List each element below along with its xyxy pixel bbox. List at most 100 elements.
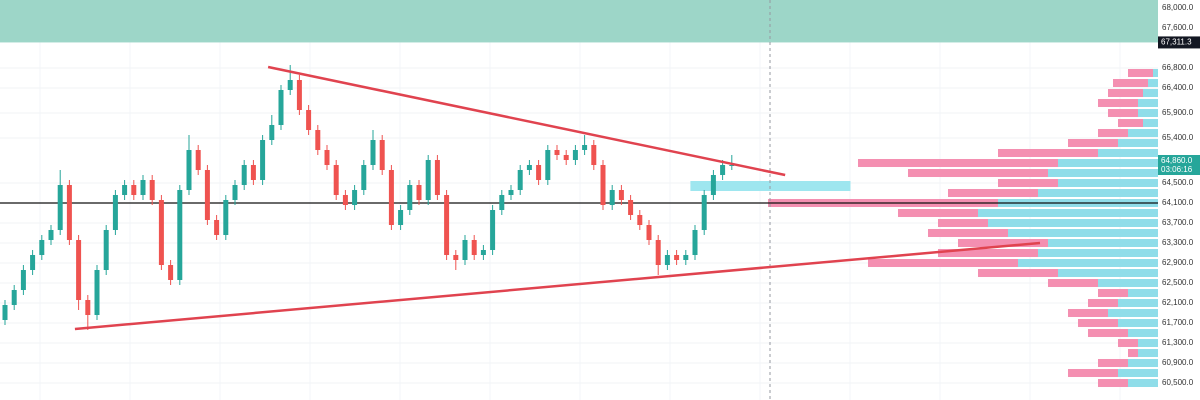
profile-buy xyxy=(1128,289,1158,297)
profile-sell xyxy=(1068,369,1118,377)
profile-sell xyxy=(1113,79,1148,87)
profile-buy xyxy=(1138,349,1158,357)
candle-body xyxy=(646,225,652,240)
candle-body xyxy=(131,185,137,195)
candle-body xyxy=(674,255,680,260)
candle-body xyxy=(57,185,63,230)
candle-body xyxy=(453,255,459,260)
profile-buy xyxy=(1118,369,1158,377)
candle-body xyxy=(186,150,192,190)
candle-body xyxy=(48,230,54,240)
candle-body xyxy=(563,155,569,160)
candle-body xyxy=(388,170,394,225)
candle-body xyxy=(306,110,312,130)
y-tick-label: 68,000.0 xyxy=(1162,3,1194,12)
candle-body xyxy=(416,185,422,200)
candle-body xyxy=(499,195,505,210)
profile-sell xyxy=(958,239,1048,247)
profile-sell xyxy=(948,189,1038,197)
candle-body xyxy=(76,240,82,300)
y-tick-label: 65,900.0 xyxy=(1162,108,1194,117)
candle-body xyxy=(158,200,164,265)
profile-buy xyxy=(1148,79,1158,87)
y-tick-label: 64,500.0 xyxy=(1162,178,1194,187)
candle-body xyxy=(2,305,8,320)
profile-sell xyxy=(1108,109,1138,117)
profile-buy xyxy=(1118,299,1158,307)
candle-body xyxy=(168,265,174,280)
candle-body xyxy=(729,165,735,166)
y-tick-label: 61,700.0 xyxy=(1162,318,1194,327)
profile-sell xyxy=(928,229,1008,237)
y-tick-label: 65,400.0 xyxy=(1162,133,1194,142)
candle-body xyxy=(223,200,229,235)
y-tick-label: 62,900.0 xyxy=(1162,258,1194,267)
profile-buy xyxy=(1143,89,1158,97)
candle-body xyxy=(287,80,293,90)
candle-body xyxy=(526,165,532,170)
profile-buy xyxy=(1118,139,1158,147)
profile-sell xyxy=(1078,319,1118,327)
profile-buy xyxy=(1058,159,1158,167)
profile-buy xyxy=(1048,169,1158,177)
candle-body xyxy=(241,165,247,185)
profile-buy xyxy=(988,219,1158,227)
candle-body xyxy=(39,240,45,255)
candle-body xyxy=(342,195,348,205)
candle-body xyxy=(204,170,210,220)
candle-body xyxy=(720,165,726,175)
y-tick-label: 62,100.0 xyxy=(1162,298,1194,307)
candle-body xyxy=(664,255,670,265)
candle-body xyxy=(20,270,26,290)
profile-buy xyxy=(1128,329,1158,337)
profile-sell xyxy=(1098,359,1128,367)
candle-body xyxy=(140,180,146,195)
y-tick-label: 61,300.0 xyxy=(1162,338,1194,347)
candle-body xyxy=(94,270,100,315)
candle-body xyxy=(103,230,109,270)
candle-body xyxy=(434,160,440,195)
profile-buy xyxy=(1153,69,1158,77)
candle-body xyxy=(398,210,404,225)
profile-buy xyxy=(1138,339,1158,347)
profile-sell xyxy=(1088,329,1128,337)
candle-body xyxy=(177,190,183,280)
candle-body xyxy=(480,250,486,255)
profile-buy xyxy=(1058,269,1158,277)
profile-sell xyxy=(858,159,1058,167)
candle-body xyxy=(655,240,661,265)
y-tick-label: 63,700.0 xyxy=(1162,218,1194,227)
profile-sell xyxy=(998,179,1058,187)
profile-buy xyxy=(1018,259,1158,267)
profile-buy xyxy=(1098,149,1158,157)
candle-body xyxy=(407,185,413,210)
profile-buy xyxy=(1138,99,1158,107)
profile-sell xyxy=(1088,299,1118,307)
y-tick-label: 64,100.0 xyxy=(1162,198,1194,207)
profile-sell xyxy=(938,219,988,227)
candle-body xyxy=(471,240,477,255)
profile-buy xyxy=(978,209,1158,217)
candle-body xyxy=(600,165,606,205)
candle-body xyxy=(637,215,643,225)
candle-body xyxy=(692,230,698,255)
trendline xyxy=(267,65,786,177)
candle-body xyxy=(333,165,339,195)
candle-body xyxy=(66,185,72,240)
candle-body xyxy=(572,150,578,160)
candle-body xyxy=(618,190,624,200)
candle-body xyxy=(278,90,284,125)
y-tick-label: 60,900.0 xyxy=(1162,358,1194,367)
candle-body xyxy=(30,255,36,270)
profile-sell xyxy=(978,269,1058,277)
candle-body xyxy=(296,80,302,110)
candle-body xyxy=(554,150,560,155)
candle-body xyxy=(444,195,450,255)
candle-body xyxy=(232,185,238,200)
candle-body xyxy=(490,210,496,250)
profile-sell xyxy=(1068,139,1118,147)
profile-buy xyxy=(1128,379,1158,387)
candle-body xyxy=(370,140,376,165)
profile-buy xyxy=(1038,249,1158,257)
